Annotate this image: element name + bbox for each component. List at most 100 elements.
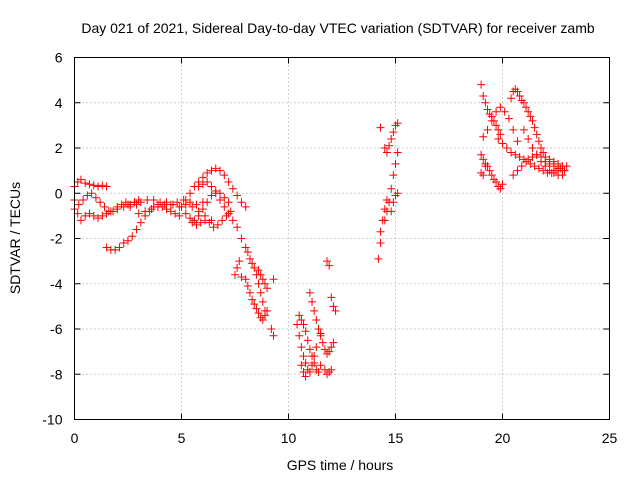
data-point (494, 182, 503, 191)
data-point (126, 202, 135, 211)
y-tick-label: 0 (55, 185, 63, 201)
data-point (198, 173, 207, 182)
data-point (479, 91, 488, 100)
data-point (209, 223, 218, 232)
data-point (269, 331, 278, 340)
y-axis-label: SDTVAR / TECUs (7, 182, 23, 294)
data-point (308, 361, 317, 370)
data-point (524, 134, 533, 143)
data-point (374, 254, 383, 263)
data-point (94, 182, 103, 191)
data-point (393, 148, 402, 157)
tick-labels: 0 5 10 15 20 25 -10 -8 -6 -4 -2 0 2 4 6 (42, 50, 617, 447)
data-point (301, 358, 310, 367)
x-axis-label: GPS time / hours (287, 457, 394, 473)
data-point (186, 198, 195, 207)
data-point (305, 288, 314, 297)
data-point (211, 189, 220, 198)
data-point (186, 214, 195, 223)
data-point (243, 282, 252, 291)
data-point (134, 209, 143, 218)
data-point (522, 103, 531, 112)
data-point (181, 196, 190, 205)
y-tick-label: 2 (55, 140, 63, 156)
data-point (297, 361, 306, 370)
data-point (128, 232, 137, 241)
y-tick-label: -2 (50, 231, 63, 247)
data-point (258, 315, 267, 324)
data-point (119, 239, 128, 248)
series-arc-29 (477, 162, 490, 180)
series-arc-22 (323, 257, 340, 315)
data-point (556, 164, 565, 173)
data-point (188, 202, 197, 211)
data-point (526, 112, 535, 121)
data-point (483, 125, 492, 134)
data-point (387, 134, 396, 143)
data-point (376, 227, 385, 236)
data-point (509, 125, 518, 134)
data-point (479, 171, 488, 180)
data-point (519, 98, 528, 107)
data-point (231, 270, 239, 279)
data-point (483, 105, 492, 114)
data-point (318, 338, 327, 347)
data-point (188, 218, 197, 227)
data-point (325, 261, 334, 270)
data-point (198, 180, 207, 189)
x-tick-label: 0 (71, 430, 79, 446)
data-point (94, 214, 103, 223)
data-point (329, 302, 338, 311)
data-point (554, 159, 563, 168)
data-point (316, 361, 325, 370)
data-point (233, 263, 242, 272)
data-point (487, 116, 496, 125)
data-point (250, 263, 259, 272)
data-point (89, 211, 98, 220)
chart-title: Day 021 of 2021, Sidereal Day-to-day VTE… (81, 20, 594, 36)
data-point (312, 315, 321, 324)
data-point (222, 211, 231, 220)
data-point (220, 202, 229, 211)
data-point (492, 177, 501, 186)
data-point (254, 309, 263, 318)
data-point (102, 209, 111, 218)
series-arc-15 (267, 275, 278, 340)
data-point (299, 320, 308, 329)
data-point (498, 139, 507, 148)
data-point (83, 191, 92, 200)
data-point (233, 191, 242, 200)
data-point (485, 110, 494, 119)
data-point (502, 144, 511, 152)
data-point (124, 236, 132, 245)
data-point (85, 180, 94, 189)
data-point (218, 216, 227, 225)
data-point (376, 123, 385, 132)
data-point (205, 218, 214, 227)
data-point (329, 338, 338, 347)
data-point (310, 358, 319, 367)
series-arc-19 (305, 288, 325, 338)
data-point (96, 198, 105, 207)
y-tick-label: 6 (55, 50, 63, 66)
grid-lines (74, 57, 610, 420)
data-point (393, 189, 402, 198)
data-point (194, 211, 203, 220)
data-point (541, 162, 550, 171)
data-point (312, 343, 321, 352)
data-point (380, 144, 389, 152)
data-point (102, 243, 111, 252)
data-point (134, 196, 143, 205)
data-point (515, 91, 524, 100)
data-point (74, 200, 83, 209)
series-arc-23 (374, 196, 391, 263)
data-points (70, 80, 571, 381)
data-point (228, 184, 237, 193)
data-point (485, 166, 494, 175)
data-point (237, 272, 246, 281)
data-point (233, 223, 242, 232)
data-point (498, 180, 507, 189)
data-point (166, 200, 175, 209)
data-point (203, 168, 212, 177)
data-point (98, 211, 107, 220)
